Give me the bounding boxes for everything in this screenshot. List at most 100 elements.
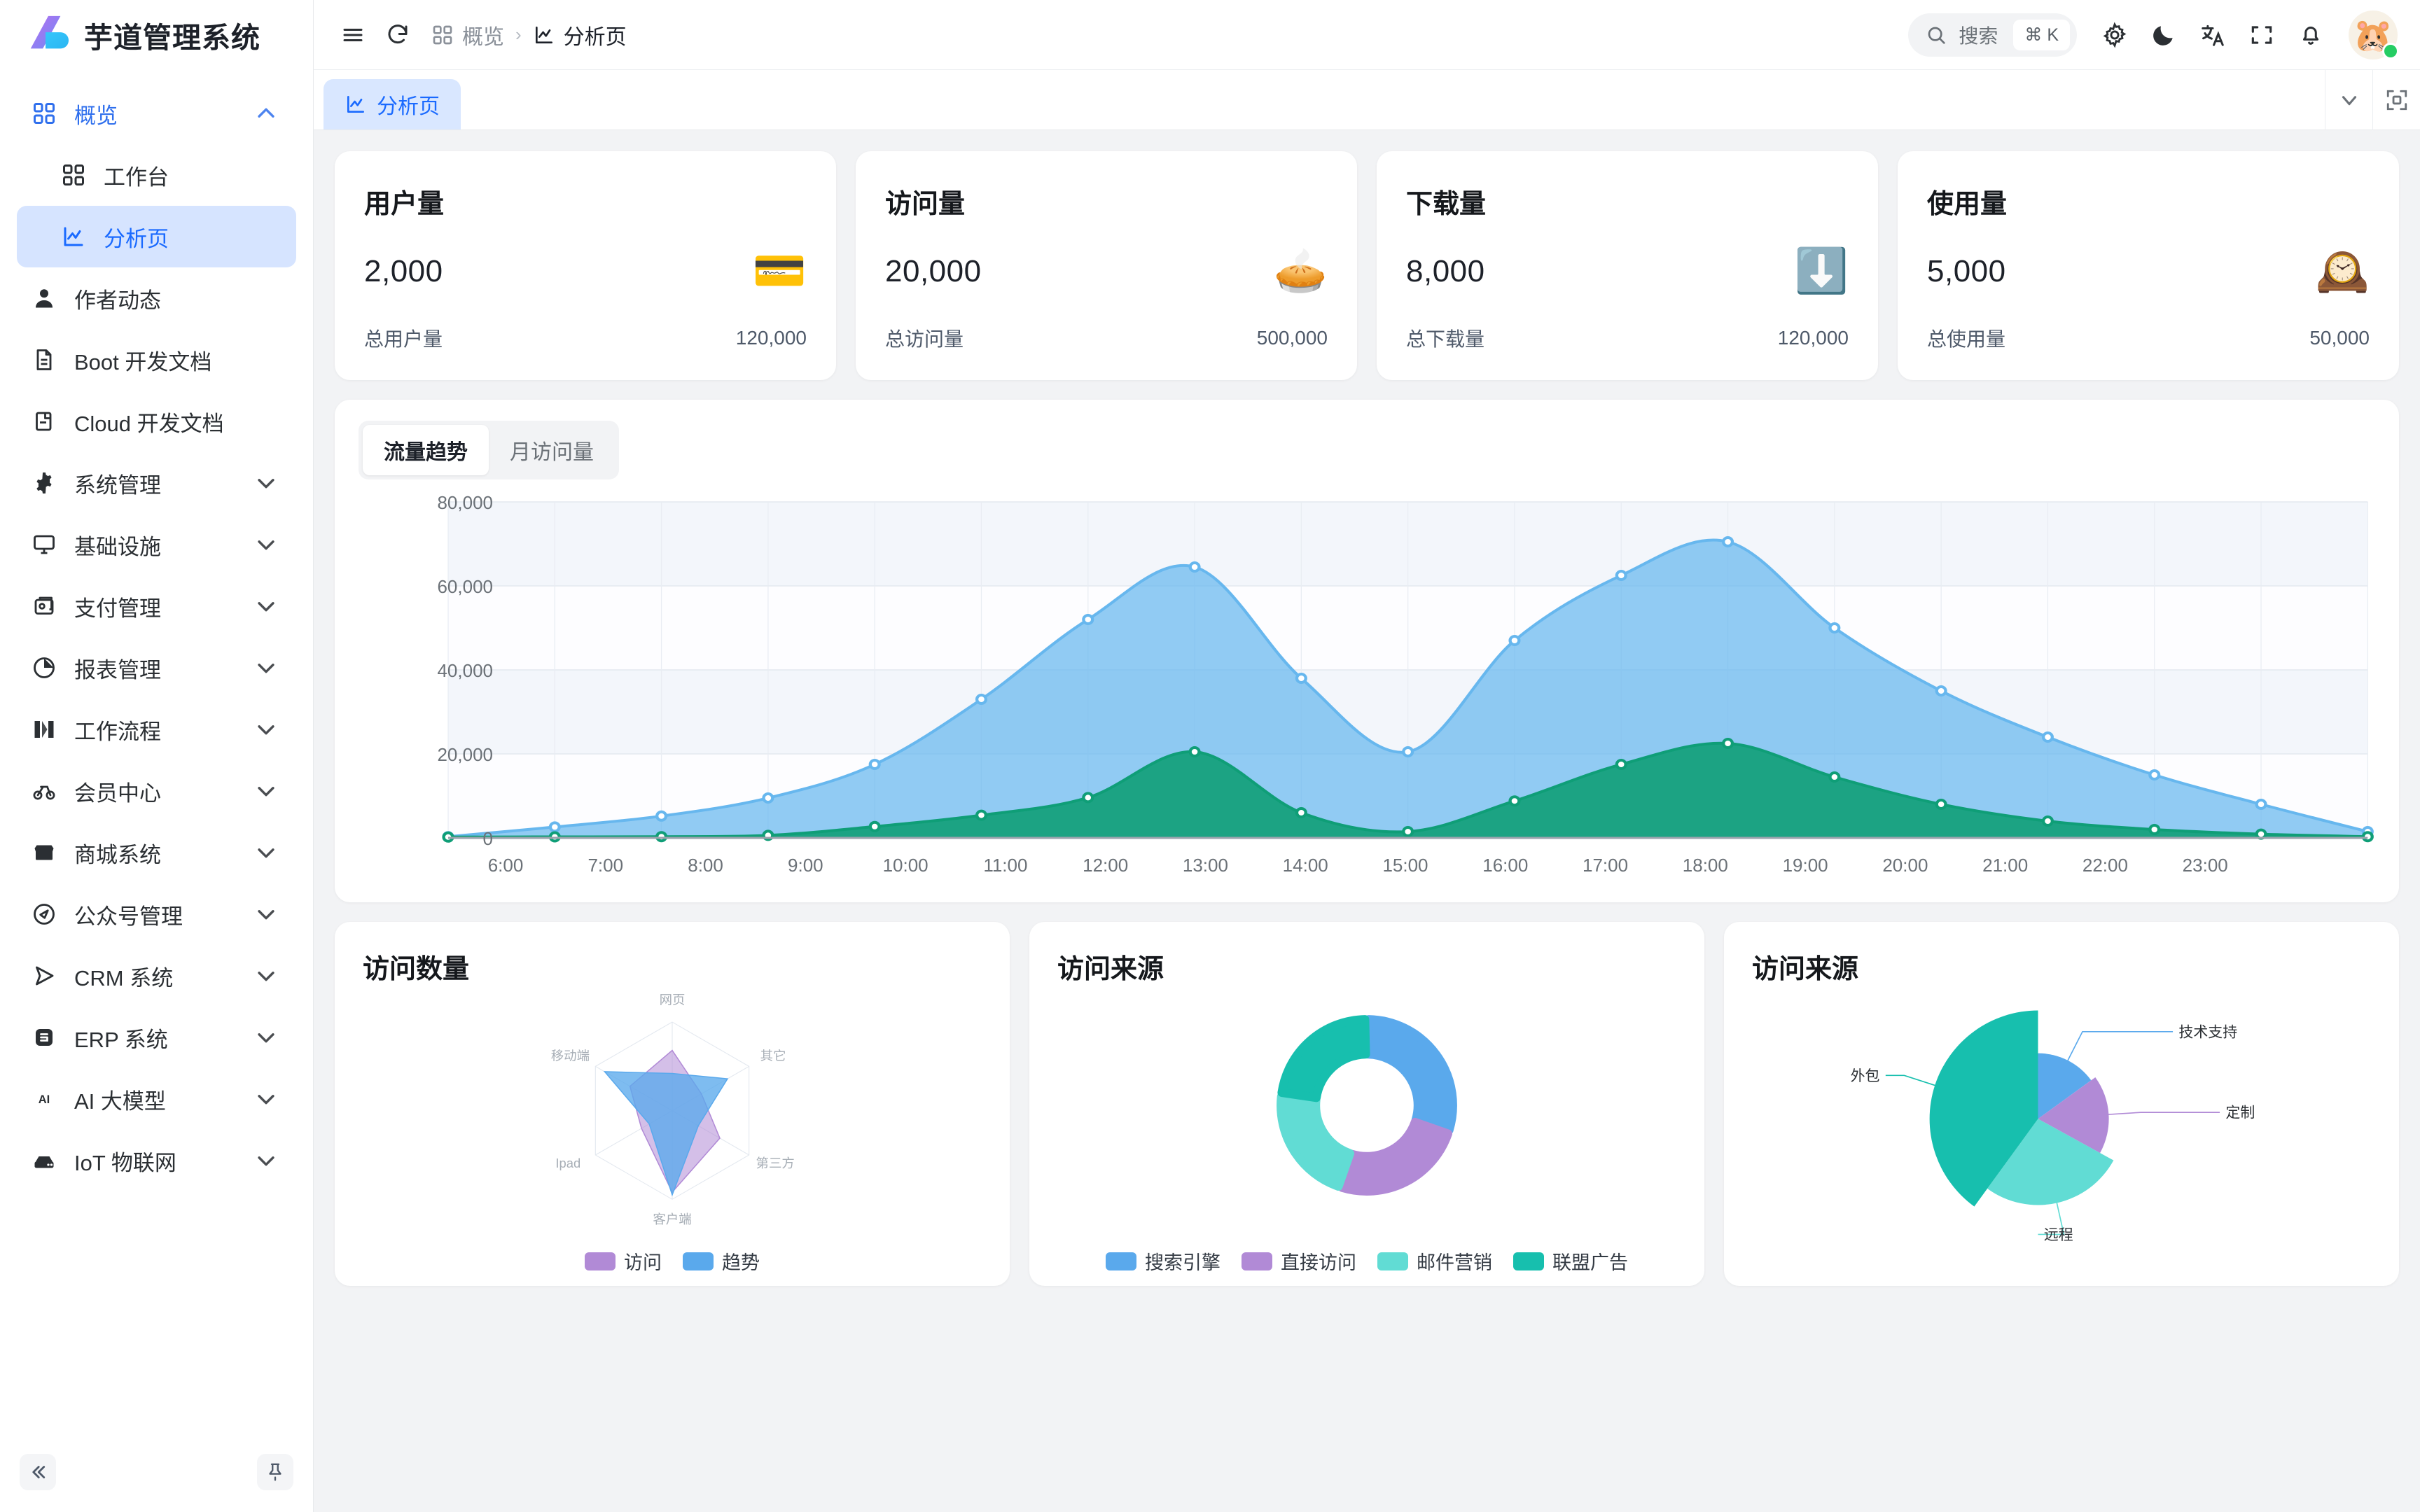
fullscreen-icon[interactable] [2239,13,2284,57]
search-input[interactable]: 搜索 ⌘ K [1908,13,2077,57]
stat-footer-value: 120,000 [735,327,807,349]
donut-legend: 搜索引擎 直接访问 邮件营销 联盟广告 [1029,1247,1704,1275]
chevron-down-icon[interactable] [254,1026,278,1049]
sidebar-item-overview[interactable]: 概览 [17,83,296,144]
stat-footer: 总使用量 50,000 [1927,324,2370,352]
chevron-down-icon[interactable] [254,1087,278,1111]
chart-icon [535,26,552,43]
chevron-down-icon[interactable] [254,533,278,556]
sidebar-item-report-management[interactable]: 报表管理 [17,637,296,699]
sidebar-item-cloud-docs[interactable]: Cloud 开发文档 [17,391,296,452]
legend-item[interactable]: 访问 [585,1247,662,1275]
sidebar-item-ai-model[interactable]: AI AI 大模型 [17,1068,296,1130]
chevron-down-icon[interactable] [254,964,278,988]
stat-title: 使用量 [1927,190,2008,219]
chevron-down-icon[interactable] [254,902,278,926]
language-translate-icon[interactable] [2190,13,2235,57]
sidebar-item-label: 报表管理 [74,657,161,682]
settings-gear-icon[interactable] [2092,13,2137,57]
chevron-down-icon[interactable] [254,471,278,495]
refresh-icon[interactable] [375,13,420,57]
tab-analysis[interactable]: 分析页 [324,79,461,130]
sidebar-item-analysis[interactable]: 分析页 [17,206,296,267]
server-icon [31,1147,57,1174]
stat-title: 下载量 [1406,190,1487,219]
top-bar: 概览 › 分析页 搜索 ⌘ K [314,0,2420,70]
breadcrumb-item-overview[interactable]: 概览 [431,20,504,50]
sidebar-item-member-center[interactable]: 会员中心 [17,760,296,822]
svg-text:Ipad: Ipad [555,1156,580,1170]
stat-footer: 总访问量 500,000 [885,324,1328,352]
sidebar-item-official-account[interactable]: 公众号管理 [17,883,296,945]
legend-item[interactable]: 直接访问 [1242,1247,1356,1275]
pin-sidebar-button[interactable] [257,1454,293,1490]
legend-item[interactable]: 邮件营销 [1377,1247,1492,1275]
ai-icon: AI [31,1086,57,1112]
sidebar-item-payment-management[interactable]: 支付管理 [17,575,296,637]
gear-icon [31,470,57,496]
rose-chart-card: 访问来源 技术支持 定制 远程 外包 [1724,922,2399,1286]
dark-mode-moon-icon[interactable] [2141,13,2186,57]
notification-bell-icon[interactable] [2288,13,2333,57]
stat-card-visits: 访问量 20,000 🥧 总访问量 500,000 [856,151,1357,380]
sidebar-item-workbench[interactable]: 工作台 [17,144,296,206]
user-icon [31,285,57,312]
radar-chart-card: 访问数量 网页 其它 第三方 客户端 Ipad 移动端 访问 趋势 [335,922,1010,1286]
sidebar-item-label: Cloud 开发文档 [74,411,224,436]
donut-chart[interactable] [1057,990,1676,1221]
sidebar-item-infrastructure[interactable]: 基础设施 [17,514,296,575]
stat-main-row: 20,000 🥧 [885,250,1328,293]
sidebar-item-label: 工作流程 [74,719,161,744]
menu-toggle-icon[interactable] [331,13,375,57]
stat-footer: 总用户量 120,000 [364,324,807,352]
legend-item[interactable]: 搜索引擎 [1106,1247,1221,1275]
tab-dropdown-button[interactable] [2325,70,2372,130]
legend-swatch [1377,1252,1408,1270]
radar-legend: 访问 趋势 [335,1247,1010,1275]
chevron-right-icon: › [515,24,522,45]
avatar[interactable]: 🐹 [2349,10,2399,59]
sidebar-item-erp-system[interactable]: ERP 系统 [17,1007,296,1068]
content-fullscreen-button[interactable] [2372,70,2420,130]
legend-swatch [1242,1252,1272,1270]
wallet-icon [31,593,57,620]
sidebar-item-boot-docs[interactable]: Boot 开发文档 [17,329,296,391]
trend-tab-traffic[interactable]: 流量趋势 [363,425,489,475]
stat-title: 访问量 [885,190,966,219]
sidebar-item-crm-system[interactable]: CRM 系统 [17,945,296,1007]
chevron-down-icon[interactable] [254,718,278,741]
sidebar-item-system-management[interactable]: 系统管理 [17,452,296,514]
breadcrumb-item-analysis[interactable]: 分析页 [533,20,627,50]
chevron-down-icon[interactable] [254,1149,278,1172]
chevron-down-icon[interactable] [254,841,278,864]
search-shortcut-badge: ⌘ K [2013,19,2070,50]
chevron-down-icon[interactable] [254,656,278,680]
collapse-sidebar-button[interactable] [20,1454,56,1490]
sidebar-item-label: 支付管理 [74,596,161,621]
tab-label: 分析页 [377,95,440,118]
compass-icon [31,901,57,927]
trend-tab-monthly[interactable]: 月访问量 [510,441,594,464]
stat-main-row: 5,000 🕰️ [1927,250,2370,293]
sidebar-item-mall-system[interactable]: 商城系统 [17,822,296,883]
search-placeholder: 搜索 [1959,24,1998,47]
stat-footer-label: 总使用量 [1927,328,2006,350]
trend-area-chart[interactable]: 0 20,000 40,000 60,000 80,000 6:00 7:00 8:00 9:0… [359,492,2375,887]
stat-main-row: 2,000 💳 [364,250,807,293]
brand[interactable]: 芋道管理系统 [0,0,313,70]
chevron-down-icon[interactable] [254,594,278,618]
pie-chart-icon: 🥧 [1273,247,1328,295]
chevron-up-icon[interactable] [254,102,278,125]
chevron-down-icon[interactable] [254,779,278,803]
stat-value: 2,000 [364,254,443,288]
stat-footer-value: 500,000 [1256,327,1328,349]
sidebar-item-iot[interactable]: IoT 物联网 [17,1130,296,1191]
legend-item[interactable]: 趋势 [683,1247,760,1275]
sidebar-item-author-feed[interactable]: 作者动态 [17,267,296,329]
page-content: 用户量 2,000 💳 总用户量 120,000 访问量 20,000 🥧 [314,130,2420,1512]
sidebar-item-workflow[interactable]: 工作流程 [17,699,296,760]
sidebar-item-label: 公众号管理 [74,904,183,929]
legend-item[interactable]: 联盟广告 [1513,1247,1628,1275]
